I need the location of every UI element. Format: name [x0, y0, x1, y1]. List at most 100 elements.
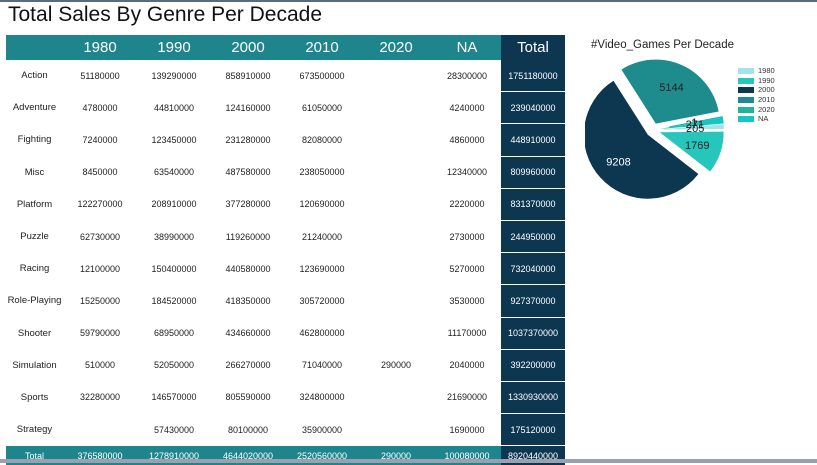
value-cell: 324800000 — [299, 392, 345, 403]
legend-swatch — [738, 77, 754, 84]
pie-data-label: 205 — [686, 123, 704, 135]
value-cell — [359, 156, 433, 188]
value-cell: 418350000 — [225, 295, 271, 306]
legend-label: NA — [758, 114, 769, 124]
horizontal-scrollbar[interactable] — [0, 459, 817, 463]
table-row: Fighting 7240000 123450000 231280000 8208000… — [6, 123, 565, 157]
value-cell: 122270000 — [77, 199, 123, 210]
legend-swatch — [738, 87, 754, 94]
value-cell — [359, 253, 433, 285]
legend-label: 2010 — [758, 95, 775, 105]
report-title: Total Sales By Genre Per Decade — [8, 3, 322, 26]
row-total-cell: 732040000 — [501, 252, 565, 286]
legend-swatch — [738, 116, 754, 123]
legend-item-1980[interactable]: 1980 — [738, 66, 775, 76]
pie-data-label: 271 — [686, 119, 704, 131]
value-cell: 440580000 — [225, 263, 271, 274]
legend-label: 2000 — [758, 85, 775, 95]
row-total-cell: 448910000 — [501, 123, 565, 157]
pie-data-label: 9208 — [606, 156, 630, 168]
value-cell: 858910000 — [225, 70, 271, 81]
genre-label: Platform — [16, 198, 53, 210]
pie-data-label: 1769 — [685, 140, 709, 152]
value-cell: 377280000 — [225, 199, 271, 210]
row-total-cell: 1037370000 — [501, 317, 565, 350]
genre-label: Action — [21, 70, 48, 82]
value-cell: 7240000 — [82, 134, 118, 145]
value-cell: 59790000 — [79, 328, 121, 339]
table-row: Sports 32280000 146570000 805590000 32480000… — [6, 381, 565, 415]
value-cell: 38990000 — [153, 231, 195, 242]
value-cell: 238050000 — [299, 167, 345, 178]
genre-label: Puzzle — [20, 231, 49, 243]
value-cell — [359, 124, 433, 156]
table-row: Puzzle 62730000 38990000 119260000 21240000 2… — [6, 220, 565, 254]
column-header-1980: 1980 — [63, 35, 137, 60]
value-cell: 68950000 — [153, 328, 195, 339]
pie-slice-1990[interactable] — [659, 131, 724, 172]
genre-label: Racing — [19, 263, 50, 275]
value-cell: 123690000 — [299, 263, 345, 274]
value-cell: 290000 — [380, 360, 412, 371]
pie-slice-na[interactable] — [659, 116, 724, 130]
value-cell: 62730000 — [79, 231, 121, 242]
sales-matrix-table: 1980 1990 2000 2010 2020 NA Total Action 511800… — [6, 35, 565, 465]
value-cell: 139290000 — [151, 70, 197, 81]
value-cell — [359, 60, 433, 92]
value-cell: 305720000 — [299, 295, 345, 306]
legend-swatch — [738, 106, 754, 113]
pie-chart-legend: 1980 1990 2000 2010 2020 NA — [738, 66, 775, 124]
value-cell: 123450000 — [151, 134, 197, 145]
value-cell: 120690000 — [299, 199, 345, 210]
column-header-2000: 2000 — [211, 35, 285, 60]
value-cell: 124160000 — [225, 102, 271, 113]
row-total-cell: 1751180000 — [501, 60, 565, 93]
row-total-cell: 175120000 — [501, 413, 565, 447]
legend-label: 1990 — [758, 75, 775, 85]
pie-chart-title: #Video_Games Per Decade — [591, 39, 734, 51]
table-row: Action 51180000 139290000 858910000 67350000… — [6, 60, 565, 93]
value-cell: 434660000 — [225, 328, 271, 339]
value-cell: 2220000 — [449, 199, 485, 210]
table-row: Strategy 57430000 80100000 35900000 1690000 1… — [6, 413, 565, 447]
legend-item-2020[interactable]: 2020 — [738, 105, 775, 115]
value-cell: 510000 — [84, 360, 116, 371]
genre-label: Shooter — [17, 327, 52, 339]
value-cell: 150400000 — [151, 263, 197, 274]
value-cell: 71040000 — [301, 360, 343, 371]
pie-slice-2010[interactable] — [621, 59, 719, 124]
legend-item-2000[interactable]: 2000 — [738, 85, 775, 95]
value-cell: 2040000 — [449, 360, 485, 371]
legend-item-2010[interactable]: 2010 — [738, 95, 775, 105]
pie-data-label: 1 — [691, 117, 697, 129]
pie-slice-2020[interactable] — [669, 116, 723, 128]
value-cell: 57430000 — [153, 424, 195, 435]
value-cell: 119260000 — [225, 231, 271, 242]
value-cell: 487580000 — [225, 167, 271, 178]
genre-label: Sports — [20, 391, 49, 403]
value-cell: 12100000 — [79, 263, 121, 274]
legend-swatch — [738, 97, 754, 104]
value-cell — [63, 414, 137, 446]
value-cell: 3530000 — [449, 295, 485, 306]
value-cell — [359, 414, 433, 446]
value-cell: 805590000 — [225, 392, 271, 403]
pie-slice-2000[interactable] — [585, 80, 699, 199]
value-cell: 11170000 — [447, 328, 487, 339]
legend-item-na[interactable]: NA — [738, 114, 775, 124]
table-row: Shooter 59790000 68950000 434660000 46280000… — [6, 317, 565, 350]
value-cell: 32280000 — [79, 392, 121, 403]
value-cell: 21690000 — [446, 392, 488, 403]
value-cell: 15250000 — [79, 295, 121, 306]
pie-slice-1980[interactable] — [659, 124, 724, 130]
value-cell: 80100000 — [227, 424, 269, 435]
value-cell: 82080000 — [301, 134, 343, 145]
value-cell: 231280000 — [225, 134, 271, 145]
value-cell — [359, 317, 433, 349]
genre-label: Fighting — [17, 134, 52, 146]
legend-item-1990[interactable]: 1990 — [738, 76, 775, 86]
value-cell: 266270000 — [225, 360, 271, 371]
value-cell — [359, 92, 433, 124]
column-header-na: NA — [433, 35, 501, 60]
